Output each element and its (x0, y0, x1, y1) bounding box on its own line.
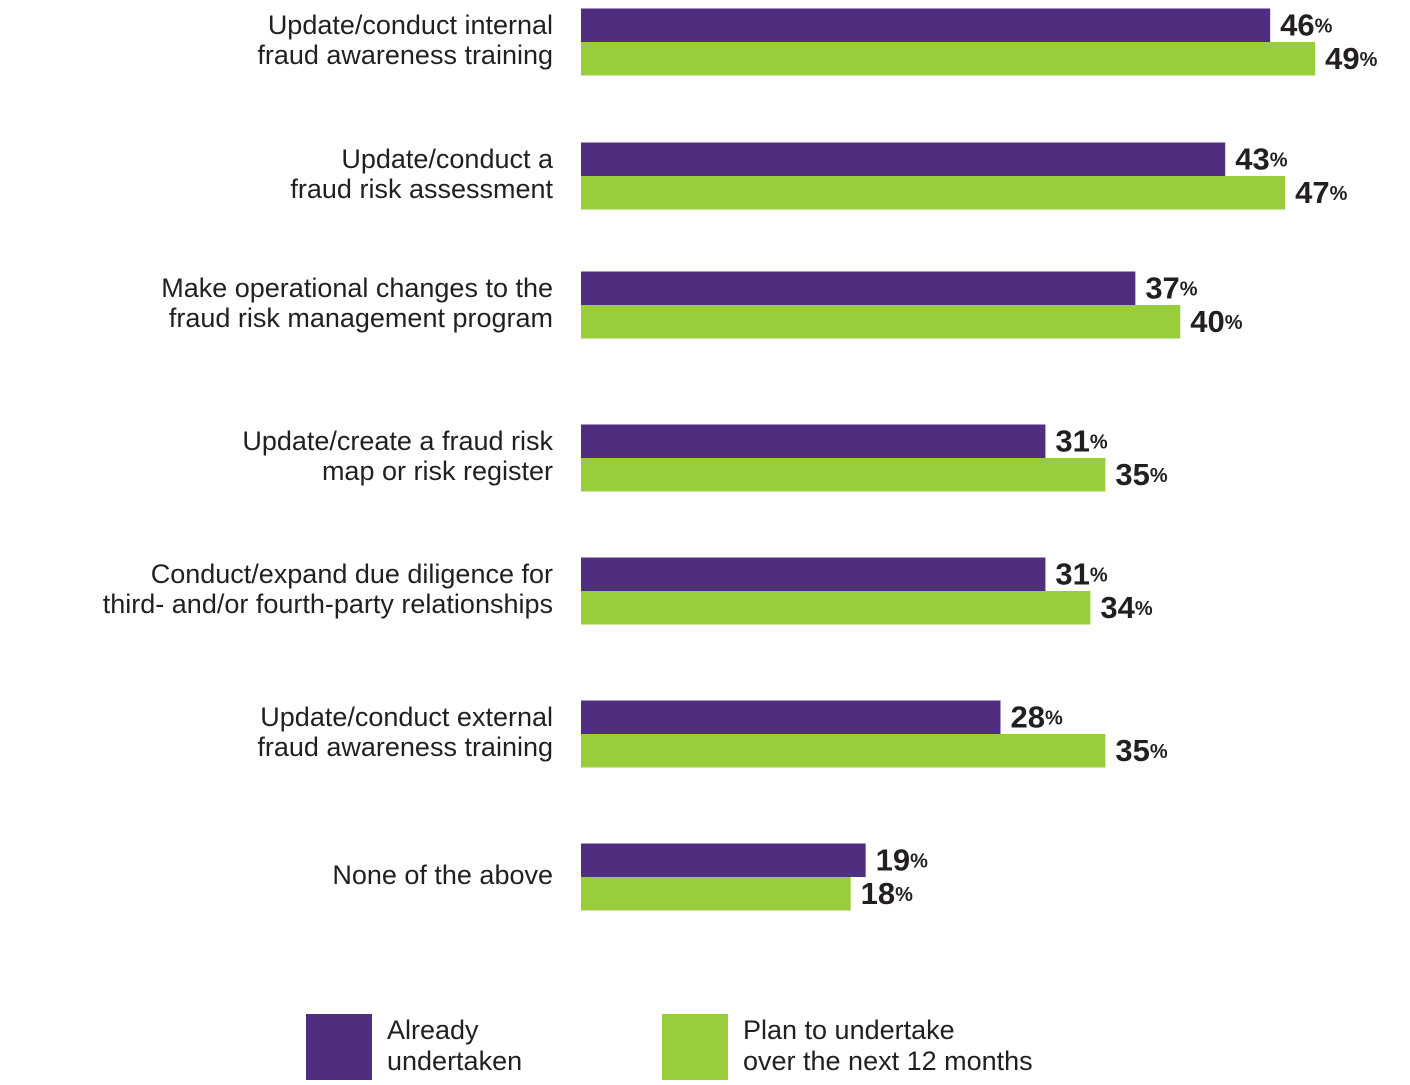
bar (581, 458, 1106, 492)
category-label: None of the above (332, 860, 553, 890)
value-label: 18% (861, 876, 913, 911)
category-label: Make operational changes to the (161, 273, 553, 303)
value-label: 40% (1190, 304, 1242, 339)
bar (581, 8, 1271, 42)
category-label: map or risk register (322, 456, 553, 486)
bar (581, 424, 1046, 458)
legend-label: Already undertaken (387, 1015, 522, 1076)
value-label: 28% (1010, 699, 1062, 734)
value-label: 46% (1280, 7, 1332, 42)
category-label: third- and/or fourth-party relationships (103, 589, 553, 619)
legend-swatch (306, 1014, 372, 1080)
legend-swatch (662, 1014, 728, 1080)
category-label: Update/conduct internal (268, 10, 553, 40)
category-label: Conduct/expand due diligence for (151, 559, 553, 589)
legend-label: Plan to undertake over the next 12 month… (743, 1015, 1033, 1076)
value-label: 34% (1100, 590, 1152, 625)
bar (581, 142, 1226, 176)
value-label: 37% (1145, 270, 1197, 305)
bar (581, 176, 1286, 210)
value-label: 19% (876, 842, 928, 877)
category-label: Update/create a fraud risk (242, 426, 553, 456)
value-label: 49% (1325, 41, 1377, 76)
value-label: 47% (1295, 175, 1347, 210)
category-label: fraud risk management program (169, 303, 553, 333)
bar (581, 877, 851, 911)
category-label: fraud awareness training (257, 732, 553, 762)
value-label: 43% (1235, 141, 1287, 176)
bar (581, 557, 1046, 591)
value-label: 35% (1115, 733, 1167, 768)
bar (581, 271, 1136, 305)
value-label: 35% (1115, 457, 1167, 492)
bar (581, 305, 1181, 339)
bar (581, 42, 1316, 76)
bar (581, 843, 866, 877)
category-label: Update/conduct external (260, 702, 553, 732)
bar (581, 700, 1001, 734)
category-label: fraud awareness training (257, 40, 553, 70)
bar (581, 591, 1091, 625)
bar (581, 734, 1106, 768)
value-label: 31% (1055, 556, 1107, 591)
value-label: 31% (1055, 423, 1107, 458)
category-label: Update/conduct a (341, 144, 554, 174)
category-label: fraud risk assessment (290, 174, 553, 204)
